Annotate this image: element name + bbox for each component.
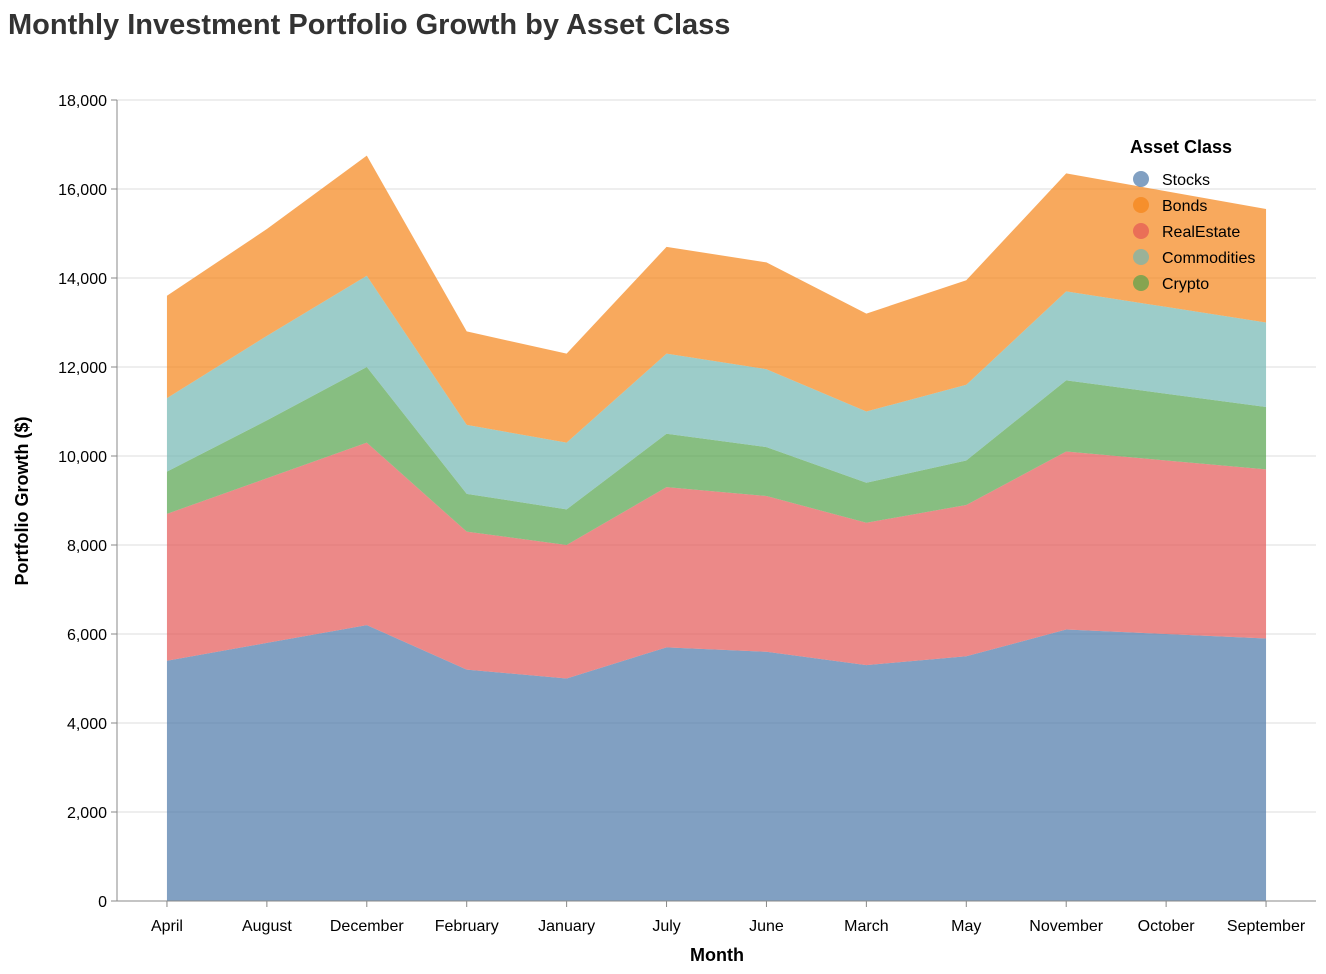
legend-swatch (1133, 197, 1149, 213)
legend-item-stocks: Stocks (1133, 171, 1210, 189)
x-axis-ticks: April August December February January July Ju… (151, 901, 1306, 935)
area-series-stocks (166, 625, 1267, 901)
y-tick-label: 10,000 (58, 449, 107, 466)
x-tick-label: August (242, 918, 292, 935)
x-tick-label: January (538, 918, 595, 935)
area-series-commodities (166, 275, 1267, 510)
x-tick-label: March (844, 918, 888, 935)
y-tick-label: 4,000 (67, 716, 107, 733)
y-tick-label: 0 (98, 894, 107, 911)
legend-label: Stocks (1162, 172, 1210, 189)
y-axis-title: Portfolio Growth ($) (12, 417, 32, 586)
x-axis-title: Month (690, 945, 744, 965)
legend-item-crypto: Crypto (1133, 275, 1209, 293)
chart-title: Monthly Investment Portfolio Growth by A… (8, 9, 730, 41)
x-tick-label: November (1029, 918, 1103, 935)
y-tick-label: 2,000 (67, 805, 107, 822)
y-tick-label: 14,000 (58, 271, 107, 288)
legend-title: Asset Class (1130, 137, 1232, 157)
legend-label: Commodities (1162, 250, 1255, 267)
legend-swatch (1133, 249, 1149, 265)
x-tick-label: May (951, 918, 981, 935)
x-tick-label: June (749, 918, 784, 935)
y-tick-label: 16,000 (58, 182, 107, 199)
x-tick-label: July (652, 918, 680, 935)
area-series-realestate (166, 442, 1267, 679)
legend: Asset Class Stocks Bonds RealEstate Commodi… (1130, 137, 1255, 293)
legend-item-bonds: Bonds (1133, 197, 1207, 215)
area-series-layer (166, 155, 1267, 901)
legend-swatch (1133, 275, 1149, 291)
legend-swatch (1133, 223, 1149, 239)
x-tick-label: October (1138, 918, 1196, 935)
y-axis-ticks: 0 2,000 4,000 6,000 8,000 10,000 12,000 14,000 1… (58, 93, 117, 911)
legend-swatch (1133, 171, 1149, 187)
area-series-bonds (166, 155, 1267, 443)
legend-items: Stocks Bonds RealEstate Commodities Crypto (1133, 171, 1255, 293)
y-tick-label: 18,000 (58, 93, 107, 110)
y-tick-label: 6,000 (67, 627, 107, 644)
legend-label: Bonds (1162, 198, 1207, 215)
legend-label: Crypto (1162, 276, 1209, 293)
axes (116, 100, 1316, 902)
legend-label: RealEstate (1162, 224, 1240, 241)
x-tick-label: April (151, 918, 183, 935)
y-tick-label: 8,000 (67, 538, 107, 555)
legend-item-commodities: Commodities (1133, 249, 1255, 267)
y-tick-label: 12,000 (58, 360, 107, 377)
x-tick-label: December (330, 918, 404, 935)
x-tick-label: February (435, 918, 499, 935)
area-series-crypto (166, 367, 1267, 545)
legend-item-realestate: RealEstate (1133, 223, 1240, 241)
x-tick-label: September (1227, 918, 1306, 935)
